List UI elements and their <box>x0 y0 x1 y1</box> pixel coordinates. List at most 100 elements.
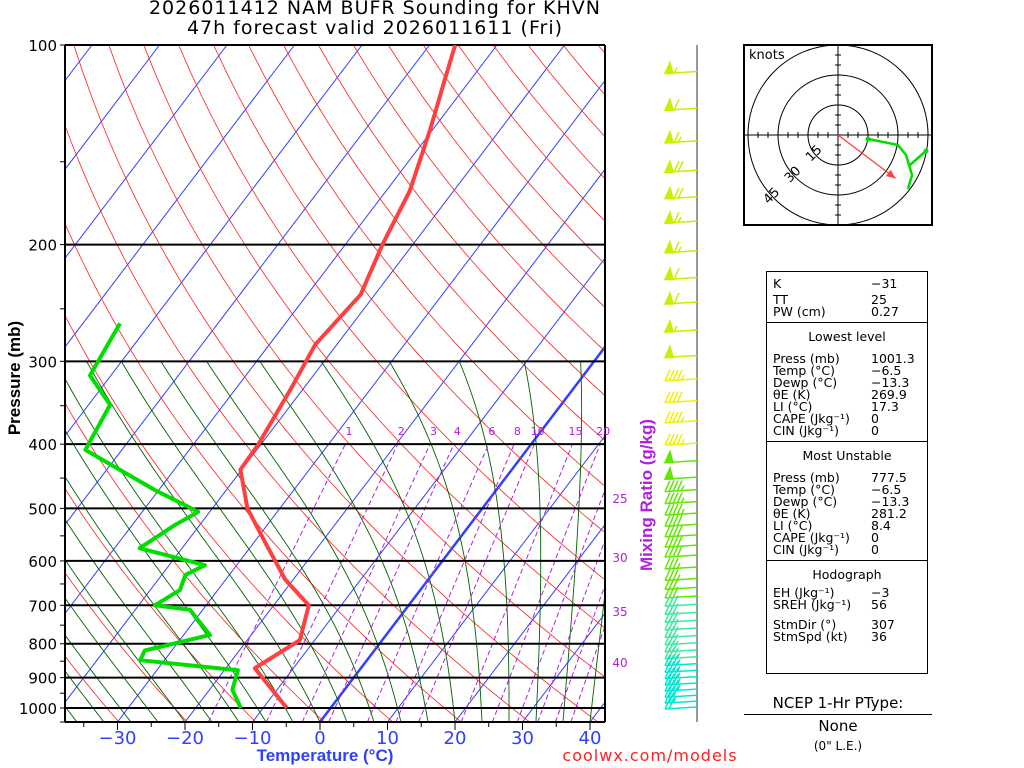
barb-feather <box>664 673 671 686</box>
index-label: Temp (°C) <box>773 482 836 497</box>
dry-adiabat <box>178 45 605 581</box>
index-label: StmDir (°) <box>773 617 837 632</box>
moist-adiabat <box>65 429 267 722</box>
wind-barb <box>663 449 698 464</box>
barb-feather <box>664 647 671 660</box>
index-label: LI (°C) <box>773 518 813 533</box>
ptype-amount: (0" L.E.) <box>813 739 863 753</box>
barb-feather <box>673 292 680 305</box>
index-value: −13.3 <box>871 494 910 509</box>
mixing-ratio-line <box>328 443 455 722</box>
hodograph-ring-label: 15 <box>803 143 825 165</box>
index-row: StmSpd (kt) 36 <box>773 630 927 643</box>
wind-barb <box>664 545 698 558</box>
barb-feather <box>664 626 671 638</box>
moist-adiabat <box>160 361 375 722</box>
barb-feather <box>673 98 680 111</box>
index-label: Dewp (°C) <box>773 494 838 509</box>
barb-feather <box>668 640 675 653</box>
barb-feather <box>664 660 671 673</box>
x-tick-label: −20 <box>166 728 204 749</box>
dry-adiabat <box>492 45 605 180</box>
index-value: 0 <box>871 530 879 545</box>
dry-adiabat <box>248 45 605 487</box>
barb-feather <box>668 667 675 679</box>
index-label: Press (mb) <box>773 351 840 366</box>
barb-half-feather <box>680 438 685 446</box>
barb-staff <box>664 669 698 673</box>
index-row: θE (K) 269.9 <box>773 388 927 401</box>
barb-flag <box>663 290 674 305</box>
barb-staff <box>664 706 698 710</box>
dry-adiabat <box>422 45 605 265</box>
barb-half-feather <box>680 497 685 504</box>
y-tick-label: 100 <box>28 37 57 55</box>
isotherm <box>252 257 605 722</box>
index-row: EH (Jkg⁻¹) −3 <box>773 586 927 599</box>
mixing-ratio-label: 3 <box>430 425 437 438</box>
index-label: CIN (Jkg⁻¹) <box>773 542 839 557</box>
index-row: Dewp (°C) −13.3 <box>773 376 927 389</box>
barb-feather <box>672 514 679 527</box>
index-value: −6.5 <box>871 363 902 378</box>
barb-feather <box>664 667 671 679</box>
barb-flag <box>663 158 674 173</box>
barb-feather <box>672 391 679 403</box>
mixing-ratio-label: 8 <box>514 425 521 438</box>
index-value: 0 <box>871 423 879 438</box>
wind-barb <box>664 557 698 570</box>
wind-barb <box>663 60 698 75</box>
barb-half-feather <box>680 508 685 516</box>
barb-feather <box>668 514 675 527</box>
credit-link[interactable]: coolwx.com/models <box>562 746 737 765</box>
mixing-ratio-line <box>537 538 605 722</box>
wind-barb <box>663 129 698 144</box>
barb-feather <box>672 685 679 698</box>
wind-barb <box>664 640 698 653</box>
moist-adiabat <box>562 361 583 722</box>
barb-feather <box>673 160 680 173</box>
barb-feather <box>676 433 683 446</box>
x-tick-label: −10 <box>234 728 272 749</box>
lowest-level-section: Lowest level Press (mb) 1001.3 Temp (°C) −6.… <box>767 323 927 442</box>
mixing-ratio-line <box>554 583 605 722</box>
index-row: K −31 <box>773 277 927 290</box>
index-row: LI (°C) 8.4 <box>773 518 927 533</box>
barb-feather <box>668 691 675 704</box>
barb-half-feather <box>672 696 677 704</box>
barb-feather <box>668 679 675 692</box>
dry-adiabat <box>65 571 188 722</box>
barb-feather <box>668 654 675 666</box>
barb-feather <box>668 647 675 660</box>
moist-adiabat <box>65 518 213 722</box>
indices-panel: K −31 TT 25 PW (cm) 0.27 Lowest level Press (m… <box>766 271 928 674</box>
index-value: 281.2 <box>871 506 907 521</box>
barb-feather <box>664 391 671 403</box>
mixing-ratio-line <box>491 443 601 722</box>
barb-feather <box>676 503 683 516</box>
isotherm <box>184 168 605 722</box>
barb-feather <box>672 503 679 516</box>
index-label: CAPE (Jkg⁻¹) <box>773 411 850 426</box>
index-row: Press (mb) 777.5 <box>773 471 927 484</box>
mixing-ratio-line <box>207 443 346 722</box>
isotherm <box>65 45 228 260</box>
wind-barb <box>663 266 698 281</box>
moist-adiabat <box>388 361 483 722</box>
wind-barb <box>664 673 698 686</box>
wind-barb <box>664 618 698 631</box>
section-header: Lowest level <box>808 329 886 344</box>
barb-staff <box>664 566 698 570</box>
barb-flag <box>663 465 674 480</box>
y-tick-label: 700 <box>28 597 57 615</box>
barb-feather <box>664 594 671 607</box>
isotherm <box>65 45 498 615</box>
wind-barb <box>664 660 698 673</box>
barb-half-feather <box>676 672 681 679</box>
barb-feather <box>676 545 683 558</box>
mixing-ratio-line <box>265 443 399 722</box>
index-row: TT 25 <box>773 293 927 306</box>
index-row: Temp (°C) −6.5 <box>773 363 927 378</box>
barb-feather <box>672 679 679 692</box>
